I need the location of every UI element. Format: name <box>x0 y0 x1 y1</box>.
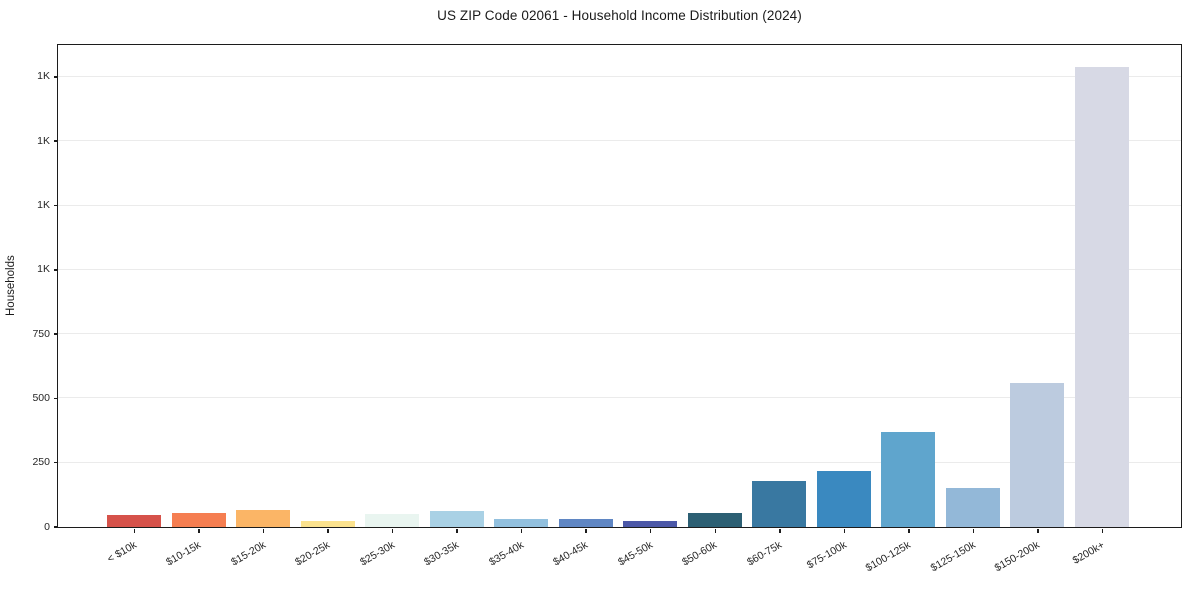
xtick-mark-$10-15k <box>198 528 200 533</box>
bar-$75-100k <box>816 471 871 527</box>
xtick-mark-$40-45k <box>585 528 587 533</box>
bar-$15-20k <box>236 510 291 527</box>
xtick-label-text: $30-35k <box>422 539 462 569</box>
bar-$50-60k <box>687 513 742 527</box>
ytick-label-1250: 1K <box>37 198 50 211</box>
y-axis-label: Households <box>5 255 17 317</box>
bar-$100-125k <box>881 432 936 527</box>
ytick-mark-500 <box>54 397 58 400</box>
ytick-label-1750: 1K <box>37 70 50 83</box>
xtick-mark-$100-125k <box>908 528 910 533</box>
bar-$150-200k <box>1010 382 1065 527</box>
xtick-mark-$20-25k <box>327 528 329 533</box>
ytick-label-0: 0 <box>44 520 50 533</box>
gridline-750 <box>58 333 1181 335</box>
bar-$20-25k <box>300 520 355 527</box>
plot-area <box>57 43 1182 528</box>
bar-$200k+ <box>1074 67 1129 527</box>
gridline-1750 <box>58 75 1181 77</box>
ytick-mark-0 <box>54 526 58 528</box>
ytick-mark-1250 <box>54 204 58 207</box>
gridline-500 <box>58 397 1181 399</box>
xtick-mark-$75-100k <box>843 528 846 533</box>
xtick-mark-$15-20k <box>262 528 265 533</box>
bar-$10-15k <box>171 513 226 527</box>
ytick-label-1000: 1K <box>37 263 50 276</box>
ytick-label-500: 500 <box>32 391 50 404</box>
gridline-1250 <box>58 204 1181 206</box>
xtick-label-text: $35-40k <box>486 539 526 569</box>
xtick-label-text: $50-60k <box>680 539 720 569</box>
gridline-1500 <box>58 140 1181 142</box>
ytick-mark-1000 <box>54 269 58 271</box>
bar-< $10k <box>107 515 161 527</box>
bar-$45-50k <box>623 521 678 527</box>
xtick-mark-$25-30k <box>391 528 394 533</box>
xtick-mark-$35-40k <box>520 528 523 533</box>
xtick-mark-$150-200k <box>1037 528 1039 533</box>
ytick-label-250: 250 <box>32 456 50 469</box>
xtick-label-text: $125-150k <box>928 539 978 575</box>
bar-$35-40k <box>494 519 549 527</box>
xtick-mark-$30-35k <box>456 528 458 533</box>
xtick-mark-$60-75k <box>779 528 781 533</box>
ytick-label-750: 750 <box>32 327 50 340</box>
bar-$60-75k <box>752 481 807 527</box>
gridline-250 <box>58 461 1181 463</box>
ytick-mark-1500 <box>54 140 58 142</box>
xtick-label-text: $150-200k <box>992 539 1042 575</box>
xtick-mark-< $10k <box>133 528 136 533</box>
chart-title: US ZIP Code 02061 - Household Income Dis… <box>437 8 802 23</box>
xtick-label-text: < $10k <box>104 539 139 566</box>
bar-$125-150k <box>945 488 1000 527</box>
xtick-mark-$45-50k <box>649 528 652 533</box>
xtick-label-text: $75-100k <box>804 539 849 572</box>
xtick-label-text: $100-125k <box>863 539 913 575</box>
gridline-1000 <box>58 268 1181 270</box>
xtick-mark-$50-60k <box>714 528 717 533</box>
xtick-label-text: $20-25k <box>293 539 333 569</box>
ytick-mark-250 <box>54 461 58 464</box>
ytick-mark-750 <box>54 333 58 335</box>
bar-$25-30k <box>365 514 420 527</box>
bar-$40-45k <box>558 518 613 527</box>
xtick-label-text: $15-20k <box>228 539 268 569</box>
xtick-label-text: $25-30k <box>357 539 397 569</box>
xtick-label-text: $40-45k <box>551 539 591 569</box>
xtick-label-text: $200k+ <box>1070 539 1107 567</box>
xtick-label-text: $45-50k <box>615 539 655 569</box>
ytick-label-1500: 1K <box>37 134 50 147</box>
xtick-mark-$200k+ <box>1101 528 1104 533</box>
xtick-mark-$125-150k <box>972 528 975 533</box>
xtick-label-text: $10-15k <box>164 539 204 569</box>
ytick-mark-1750 <box>54 76 58 78</box>
bar-$30-35k <box>429 511 484 527</box>
xtick-label-text: $60-75k <box>744 539 784 569</box>
